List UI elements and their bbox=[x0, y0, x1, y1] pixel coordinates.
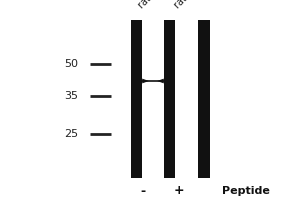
Bar bbox=[164, 72, 175, 90]
Text: 35: 35 bbox=[64, 91, 78, 101]
Bar bbox=[142, 72, 164, 90]
Text: Peptide: Peptide bbox=[222, 186, 270, 196]
Bar bbox=[131, 20, 142, 178]
Text: -: - bbox=[140, 184, 145, 198]
Text: 25: 25 bbox=[64, 129, 78, 139]
Text: rat muscle: rat muscle bbox=[136, 0, 180, 10]
Text: +: + bbox=[173, 184, 184, 198]
Polygon shape bbox=[142, 79, 149, 83]
Bar bbox=[164, 20, 175, 178]
Polygon shape bbox=[157, 79, 164, 83]
Text: rat muscle: rat muscle bbox=[172, 0, 216, 10]
Bar bbox=[131, 72, 142, 90]
Text: 50: 50 bbox=[64, 59, 78, 69]
Bar bbox=[198, 20, 210, 178]
